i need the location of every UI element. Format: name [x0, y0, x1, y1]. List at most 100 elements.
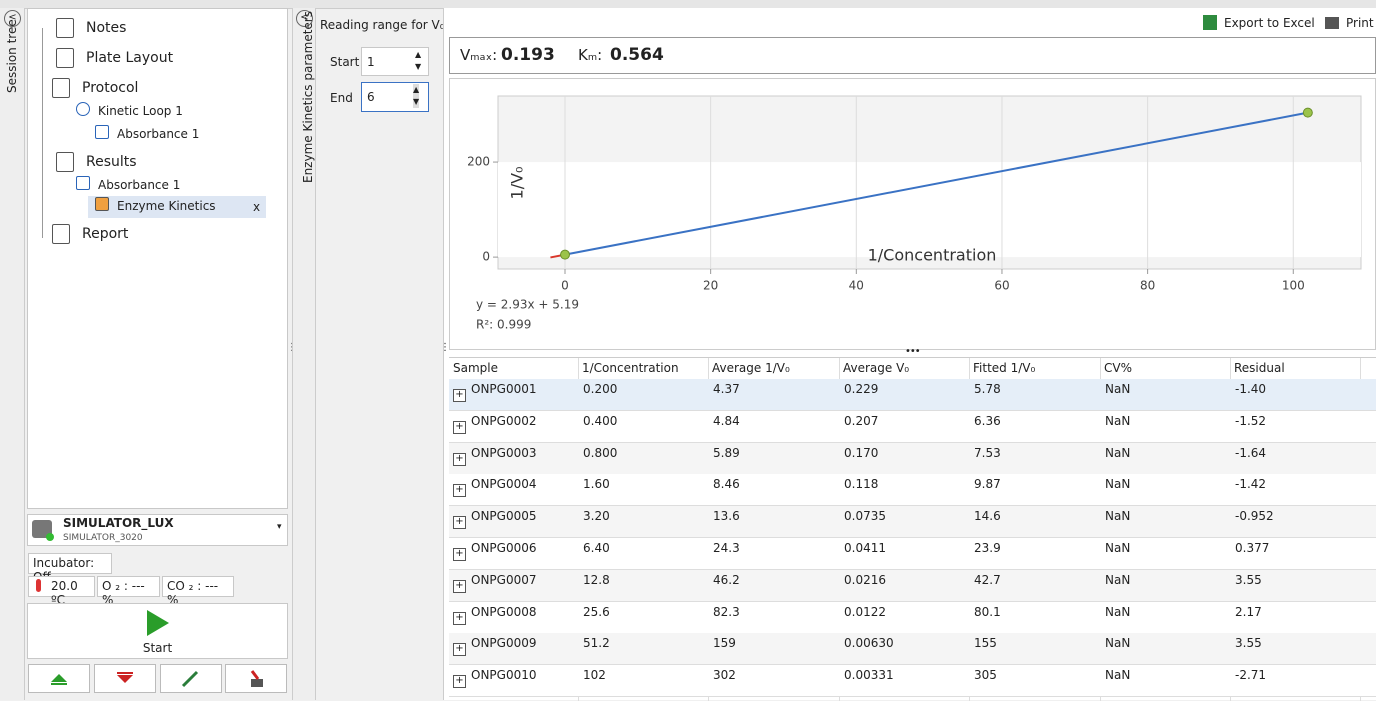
chart: y = 2.93x + 5.19 R²: 0.999 0 20 40 60 80 100 0… [449, 78, 1376, 350]
table-cell: 4.37 [713, 382, 740, 396]
summary-bar [449, 37, 1376, 74]
table-cell: 46.2 [713, 572, 740, 587]
table-cell: 0.0735 [844, 509, 886, 524]
expand-button[interactable]: + [453, 643, 466, 657]
expand-button[interactable]: + [453, 484, 466, 498]
column-header[interactable]: CV% [1104, 361, 1132, 375]
x-tick-label: 0 [561, 279, 569, 293]
tree-icon [52, 78, 70, 98]
print-button[interactable]: Print [1346, 16, 1374, 30]
tree-item[interactable]: Absorbance 1 [117, 127, 200, 141]
table-row[interactable] [449, 633, 1376, 666]
table-cell: -1.52 [1235, 413, 1267, 428]
km-label: Kₘ: [578, 46, 603, 64]
expand-button[interactable]: + [453, 579, 466, 593]
device-panel[interactable] [27, 514, 288, 546]
close-button[interactable]: x [253, 200, 261, 214]
end-label: End [330, 91, 353, 105]
table-row[interactable] [449, 665, 1376, 698]
session-tab[interactable]: Session tree [5, 19, 19, 93]
table-cell: 302 [713, 668, 736, 683]
tree-panel [27, 8, 288, 509]
column-header[interactable]: Average V₀ [843, 361, 910, 375]
expand-button[interactable]: + [453, 516, 466, 530]
tree-icon [56, 18, 74, 38]
plot-band [498, 162, 1361, 258]
table-row[interactable] [449, 569, 1376, 602]
table-cell: 0.377 [1235, 541, 1270, 555]
start-label: Start [142, 641, 173, 655]
splitter-grip[interactable]: ⋮ [440, 342, 450, 353]
column-header[interactable]: Sample [453, 361, 498, 375]
expand-button[interactable]: + [453, 675, 466, 689]
equation: y = 2.93x + 5.19 [476, 298, 579, 312]
table-cell: -1.40 [1235, 382, 1267, 396]
tree-item[interactable]: Enzyme Kinetics [117, 199, 216, 213]
tree-item[interactable]: Report [82, 226, 129, 242]
table-row[interactable] [449, 538, 1376, 570]
start-input[interactable]: 1 [361, 47, 429, 76]
tree-item[interactable]: Kinetic Loop 1 [98, 104, 183, 118]
table-cell: 25.6 [583, 604, 610, 619]
dropdown-arrow[interactable]: ▾ [277, 522, 282, 532]
table-cell: NaN [1105, 413, 1131, 428]
tool-button[interactable] [160, 664, 222, 693]
table-cell: 0.0411 [844, 541, 886, 555]
table-cell: -0.952 [1235, 509, 1274, 524]
table-row[interactable] [449, 442, 1376, 475]
table-cell: ONPG0006 [471, 541, 537, 555]
collapse-button[interactable]: < [296, 10, 313, 27]
column-header[interactable]: 1/Concentration [582, 361, 679, 375]
table-cell: 305 [974, 668, 997, 683]
expand-button[interactable]: + [453, 611, 466, 625]
table-cell: 0.229 [844, 382, 879, 396]
column-header[interactable]: Average 1/V₀ [712, 361, 790, 375]
export-button[interactable]: Export to Excel [1224, 16, 1315, 30]
splitter-grip[interactable]: ••• [905, 346, 921, 357]
tree-icon [76, 102, 90, 116]
param-tab[interactable]: Enzyme Kinetics parameters [301, 11, 315, 183]
tree-item[interactable]: Notes [86, 20, 127, 36]
table-cell: NaN [1105, 477, 1131, 492]
table-row[interactable] [449, 506, 1376, 539]
tree-icon [52, 224, 70, 244]
table-cell: 3.55 [1235, 572, 1262, 587]
collapse-button[interactable]: < [4, 10, 21, 27]
start-button[interactable] [27, 603, 288, 659]
tree-item[interactable]: Results [86, 154, 137, 170]
tree-item[interactable]: Absorbance 1 [98, 178, 181, 192]
table-row[interactable] [449, 474, 1376, 507]
table-cell: ONPG0008 [471, 604, 537, 619]
table-cell: 23.9 [974, 541, 1001, 555]
y-tick-label: 200 [467, 155, 490, 169]
column-header[interactable]: Residual [1234, 361, 1285, 375]
tool-button[interactable] [225, 664, 287, 693]
tool-button[interactable] [94, 664, 156, 693]
tree-item[interactable]: Plate Layout [86, 50, 174, 66]
table-cell: 7.53 [974, 445, 1001, 460]
table-cell: ONPG0009 [471, 636, 537, 651]
table-cell: ONPG0002 [471, 413, 537, 428]
tool-button[interactable] [28, 664, 90, 693]
table-cell: 5.78 [974, 382, 1001, 396]
expand-button[interactable]: + [453, 420, 466, 434]
table-row[interactable] [449, 601, 1376, 634]
table-cell: 6.36 [974, 413, 1001, 428]
spinner[interactable]: ▲ ▼ [415, 50, 422, 71]
table-row[interactable] [449, 410, 1376, 443]
results-table: Sample 1/Concentration Average 1/V₀ Average… [449, 357, 1376, 701]
table-cell: 0.0122 [844, 604, 886, 619]
tree-icon [76, 176, 90, 190]
excel-icon [1203, 15, 1217, 30]
table-cell: 0.800 [583, 445, 618, 460]
selected-row[interactable] [88, 196, 266, 218]
table-cell: 14.6 [974, 509, 1001, 524]
expand-button[interactable]: + [453, 452, 466, 466]
table-row[interactable] [449, 379, 1376, 411]
column-header[interactable]: Fitted 1/V₀ [973, 361, 1036, 375]
expand-button[interactable]: + [453, 548, 466, 561]
spinner[interactable]: ▲ ▼ [413, 84, 420, 108]
table-cell: 2.17 [1235, 604, 1262, 619]
expand-button[interactable]: + [453, 389, 466, 402]
tree-item[interactable]: Protocol [82, 80, 139, 96]
